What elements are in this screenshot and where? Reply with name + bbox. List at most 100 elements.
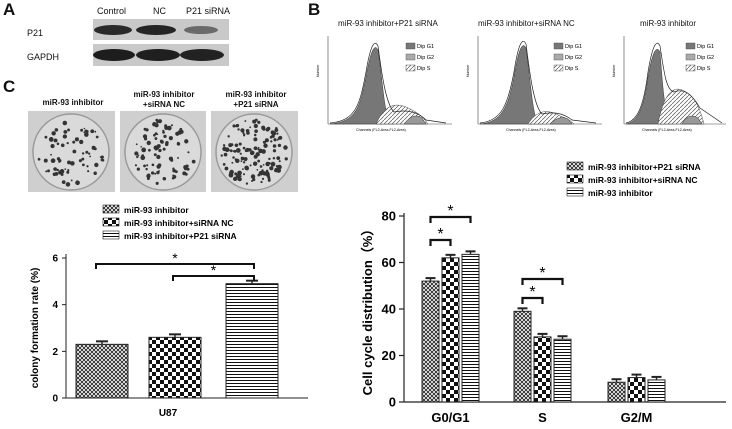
colony-dot <box>264 138 269 143</box>
colony-dot <box>83 127 86 130</box>
dish-title-p21-sirna: miR-93 inhibitor +P21 siRNA <box>225 90 287 109</box>
bar <box>513 310 532 403</box>
colony-dot <box>274 128 279 132</box>
legend-swatch-g1 <box>405 42 416 50</box>
colony-dot <box>156 154 161 160</box>
colony-dot <box>37 157 41 161</box>
colony-dot <box>85 150 89 154</box>
colony-dot <box>158 148 162 153</box>
colony-dot <box>277 136 281 140</box>
colony-dot <box>154 137 158 141</box>
colony-dot <box>269 166 274 171</box>
colony-dot <box>48 137 54 142</box>
colony-dot <box>243 134 245 137</box>
colony-dot <box>270 130 275 135</box>
histogram-title-p21-sirna: miR-93 inhibitor+P21 siRNA <box>338 19 438 28</box>
colony-dot <box>47 169 51 173</box>
colony-dot <box>59 169 65 174</box>
colony-dot <box>267 176 271 180</box>
bar <box>75 343 129 399</box>
colony-dot <box>187 151 190 154</box>
y-axis-label: colony formation rate (%) <box>30 268 41 389</box>
significance-bracket <box>172 275 255 281</box>
colony-dot <box>45 170 48 173</box>
colony-dot <box>276 138 279 141</box>
colony-dot <box>89 155 92 158</box>
legend-swatch-0 <box>102 204 120 214</box>
wb-row-label-gapdh: GAPDH <box>27 52 60 62</box>
colony-dot <box>50 144 55 149</box>
colony-dot <box>242 161 246 164</box>
colony-dot <box>277 143 282 148</box>
x-tick-label: G0/G1 <box>431 410 469 425</box>
histogram-g1-peak <box>329 47 395 125</box>
colony-dot <box>168 156 173 161</box>
bar <box>533 336 552 403</box>
significance-bracket <box>429 215 472 223</box>
colony-dot <box>261 169 264 172</box>
colony-dot <box>232 124 236 128</box>
colony-dot <box>168 136 173 141</box>
colony-dot <box>137 154 140 157</box>
histogram-g2-peak <box>681 115 703 125</box>
wb-row-label-p21: P21 <box>27 28 44 38</box>
colony-dot <box>242 173 246 176</box>
colony-dot <box>260 180 263 184</box>
colony-dot <box>100 155 104 159</box>
colony-dot <box>261 171 266 176</box>
colony-dot <box>232 176 238 181</box>
colony-dot <box>274 167 279 173</box>
colony-dot <box>262 140 266 144</box>
histogram-g1-peak <box>479 45 543 125</box>
colony-dish-image-2 <box>120 111 206 192</box>
colony-dot <box>222 162 226 166</box>
colony-dot <box>54 171 59 176</box>
legend-label-2: miR-93 inhibitor <box>588 188 653 198</box>
legend-swatch-g1 <box>685 42 696 50</box>
colony-dot <box>222 144 226 147</box>
histogram-ylabel: Number <box>316 64 320 77</box>
histogram-xlabel: Channels (FL2-Area-FL2-Area) <box>356 128 406 132</box>
colony-dot <box>87 170 90 173</box>
colony-dot <box>164 142 169 147</box>
colony-dot <box>159 139 164 144</box>
colony-dot <box>251 180 254 182</box>
colony-dot <box>257 159 261 163</box>
colony-dot <box>245 182 249 185</box>
colony-dot <box>172 175 177 179</box>
y-tick-label: 2 <box>52 347 58 358</box>
colony-dot <box>81 163 85 167</box>
colony-dot <box>143 164 146 168</box>
colony-dot <box>166 125 172 131</box>
colony-dot <box>235 123 240 128</box>
colony-dot <box>284 157 288 161</box>
colony-dot <box>50 153 52 156</box>
y-axis-label: Cell cycle distribution（%） <box>360 223 375 396</box>
colony-dot <box>278 160 281 163</box>
colony-dot <box>253 146 258 151</box>
legend-swatch-0 <box>566 161 584 171</box>
panel-letter-a: A <box>3 0 16 19</box>
colony-dot <box>155 118 159 122</box>
colony-dot <box>249 126 252 129</box>
colony-dot <box>93 171 97 175</box>
colony-dot <box>239 152 242 155</box>
colony-dot <box>244 165 249 171</box>
colony-dot <box>270 140 273 143</box>
histogram-g2-peak <box>403 115 427 125</box>
colony-dot <box>143 127 147 131</box>
legend-swatch-1 <box>566 174 584 184</box>
wb-column-label-p21-sirna: P21 siRNA <box>186 6 231 16</box>
legend-swatch-g1 <box>553 42 564 50</box>
colony-dot <box>250 174 256 179</box>
colony-dot <box>249 164 252 167</box>
colony-dot <box>164 124 168 128</box>
colony-dot <box>155 181 159 185</box>
legend-swatch-g2 <box>685 53 696 61</box>
colony-dot <box>67 169 70 172</box>
colony-dot <box>162 176 167 181</box>
colony-dot <box>239 175 242 178</box>
colony-dot <box>65 182 71 187</box>
colony-dot <box>267 178 271 182</box>
colony-dot <box>136 155 139 159</box>
